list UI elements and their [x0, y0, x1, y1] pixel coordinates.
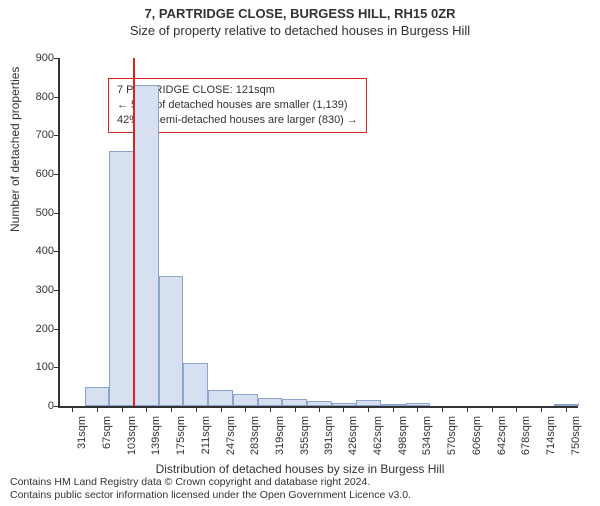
x-tick-label: 283sqm: [249, 416, 261, 460]
y-tick-mark: [54, 213, 60, 214]
histogram-bar: [208, 390, 233, 406]
x-tick-label: 31sqm: [76, 416, 88, 460]
y-tick-mark: [54, 329, 60, 330]
footer-line1: Contains HM Land Registry data © Crown c…: [10, 476, 590, 489]
x-tick-mark: [516, 406, 517, 412]
y-tick-mark: [54, 290, 60, 291]
x-tick-label: 750sqm: [570, 416, 582, 460]
x-tick-mark: [393, 406, 394, 412]
x-tick-mark: [566, 406, 567, 412]
x-tick-mark: [417, 406, 418, 412]
x-tick-mark: [97, 406, 98, 412]
plot-area: 7 PARTRIDGE CLOSE: 121sqm ← 57% of detac…: [58, 58, 578, 408]
chart-container: 7, PARTRIDGE CLOSE, BURGESS HILL, RH15 0…: [0, 6, 600, 506]
y-tick-mark: [54, 406, 60, 407]
x-tick-mark: [343, 406, 344, 412]
x-tick-label: 570sqm: [446, 416, 458, 460]
x-tick-label: 391sqm: [323, 416, 335, 460]
x-tick-label: 103sqm: [126, 416, 138, 460]
y-tick-label: 0: [20, 400, 54, 412]
x-tick-label: 678sqm: [520, 416, 532, 460]
x-tick-mark: [221, 406, 222, 412]
marker-line: [133, 58, 135, 406]
x-tick-label: 606sqm: [471, 416, 483, 460]
x-tick-label: 355sqm: [299, 416, 311, 460]
x-tick-label: 534sqm: [421, 416, 433, 460]
y-tick-mark: [54, 135, 60, 136]
x-tick-label: 319sqm: [274, 416, 286, 460]
x-tick-mark: [122, 406, 123, 412]
y-tick-label: 600: [20, 168, 54, 180]
x-tick-mark: [270, 406, 271, 412]
x-tick-label: 642sqm: [496, 416, 508, 460]
x-tick-mark: [171, 406, 172, 412]
x-tick-mark: [319, 406, 320, 412]
y-tick-label: 200: [20, 323, 54, 335]
histogram-bar: [183, 363, 208, 406]
x-tick-label: 462sqm: [372, 416, 384, 460]
x-tick-label: 247sqm: [225, 416, 237, 460]
x-tick-mark: [467, 406, 468, 412]
x-tick-mark: [442, 406, 443, 412]
x-tick-mark: [492, 406, 493, 412]
x-tick-mark: [245, 406, 246, 412]
y-tick-label: 100: [20, 361, 54, 373]
y-tick-label: 700: [20, 129, 54, 141]
x-tick-mark: [72, 406, 73, 412]
y-tick-label: 800: [20, 91, 54, 103]
histogram-bar: [159, 276, 184, 406]
x-tick-mark: [146, 406, 147, 412]
y-tick-mark: [54, 251, 60, 252]
histogram-bar: [282, 399, 307, 406]
x-tick-label: 139sqm: [150, 416, 162, 460]
y-tick-mark: [54, 367, 60, 368]
y-tick-label: 900: [20, 52, 54, 64]
chart-subtitle: Size of property relative to detached ho…: [0, 23, 600, 38]
footer-line2: Contains public sector information licen…: [10, 489, 590, 502]
histogram-bar: [85, 387, 110, 406]
y-tick-label: 400: [20, 245, 54, 257]
footer: Contains HM Land Registry data © Crown c…: [10, 476, 590, 502]
y-tick-mark: [54, 174, 60, 175]
histogram-bar: [233, 394, 258, 406]
x-tick-label: 426sqm: [347, 416, 359, 460]
x-tick-mark: [295, 406, 296, 412]
x-tick-mark: [196, 406, 197, 412]
x-tick-label: 498sqm: [397, 416, 409, 460]
histogram-bar: [134, 85, 159, 406]
x-tick-label: 67sqm: [101, 416, 113, 460]
x-tick-label: 714sqm: [545, 416, 557, 460]
x-axis-label: Distribution of detached houses by size …: [0, 462, 600, 476]
y-tick-mark: [54, 97, 60, 98]
x-tick-mark: [541, 406, 542, 412]
y-tick-mark: [54, 58, 60, 59]
x-tick-label: 211sqm: [200, 416, 212, 460]
y-tick-label: 300: [20, 284, 54, 296]
x-tick-label: 175sqm: [175, 416, 187, 460]
x-tick-mark: [368, 406, 369, 412]
y-tick-label: 500: [20, 207, 54, 219]
histogram-bar: [109, 151, 134, 406]
chart-title-address: 7, PARTRIDGE CLOSE, BURGESS HILL, RH15 0…: [0, 6, 600, 21]
histogram-bar: [258, 398, 283, 406]
